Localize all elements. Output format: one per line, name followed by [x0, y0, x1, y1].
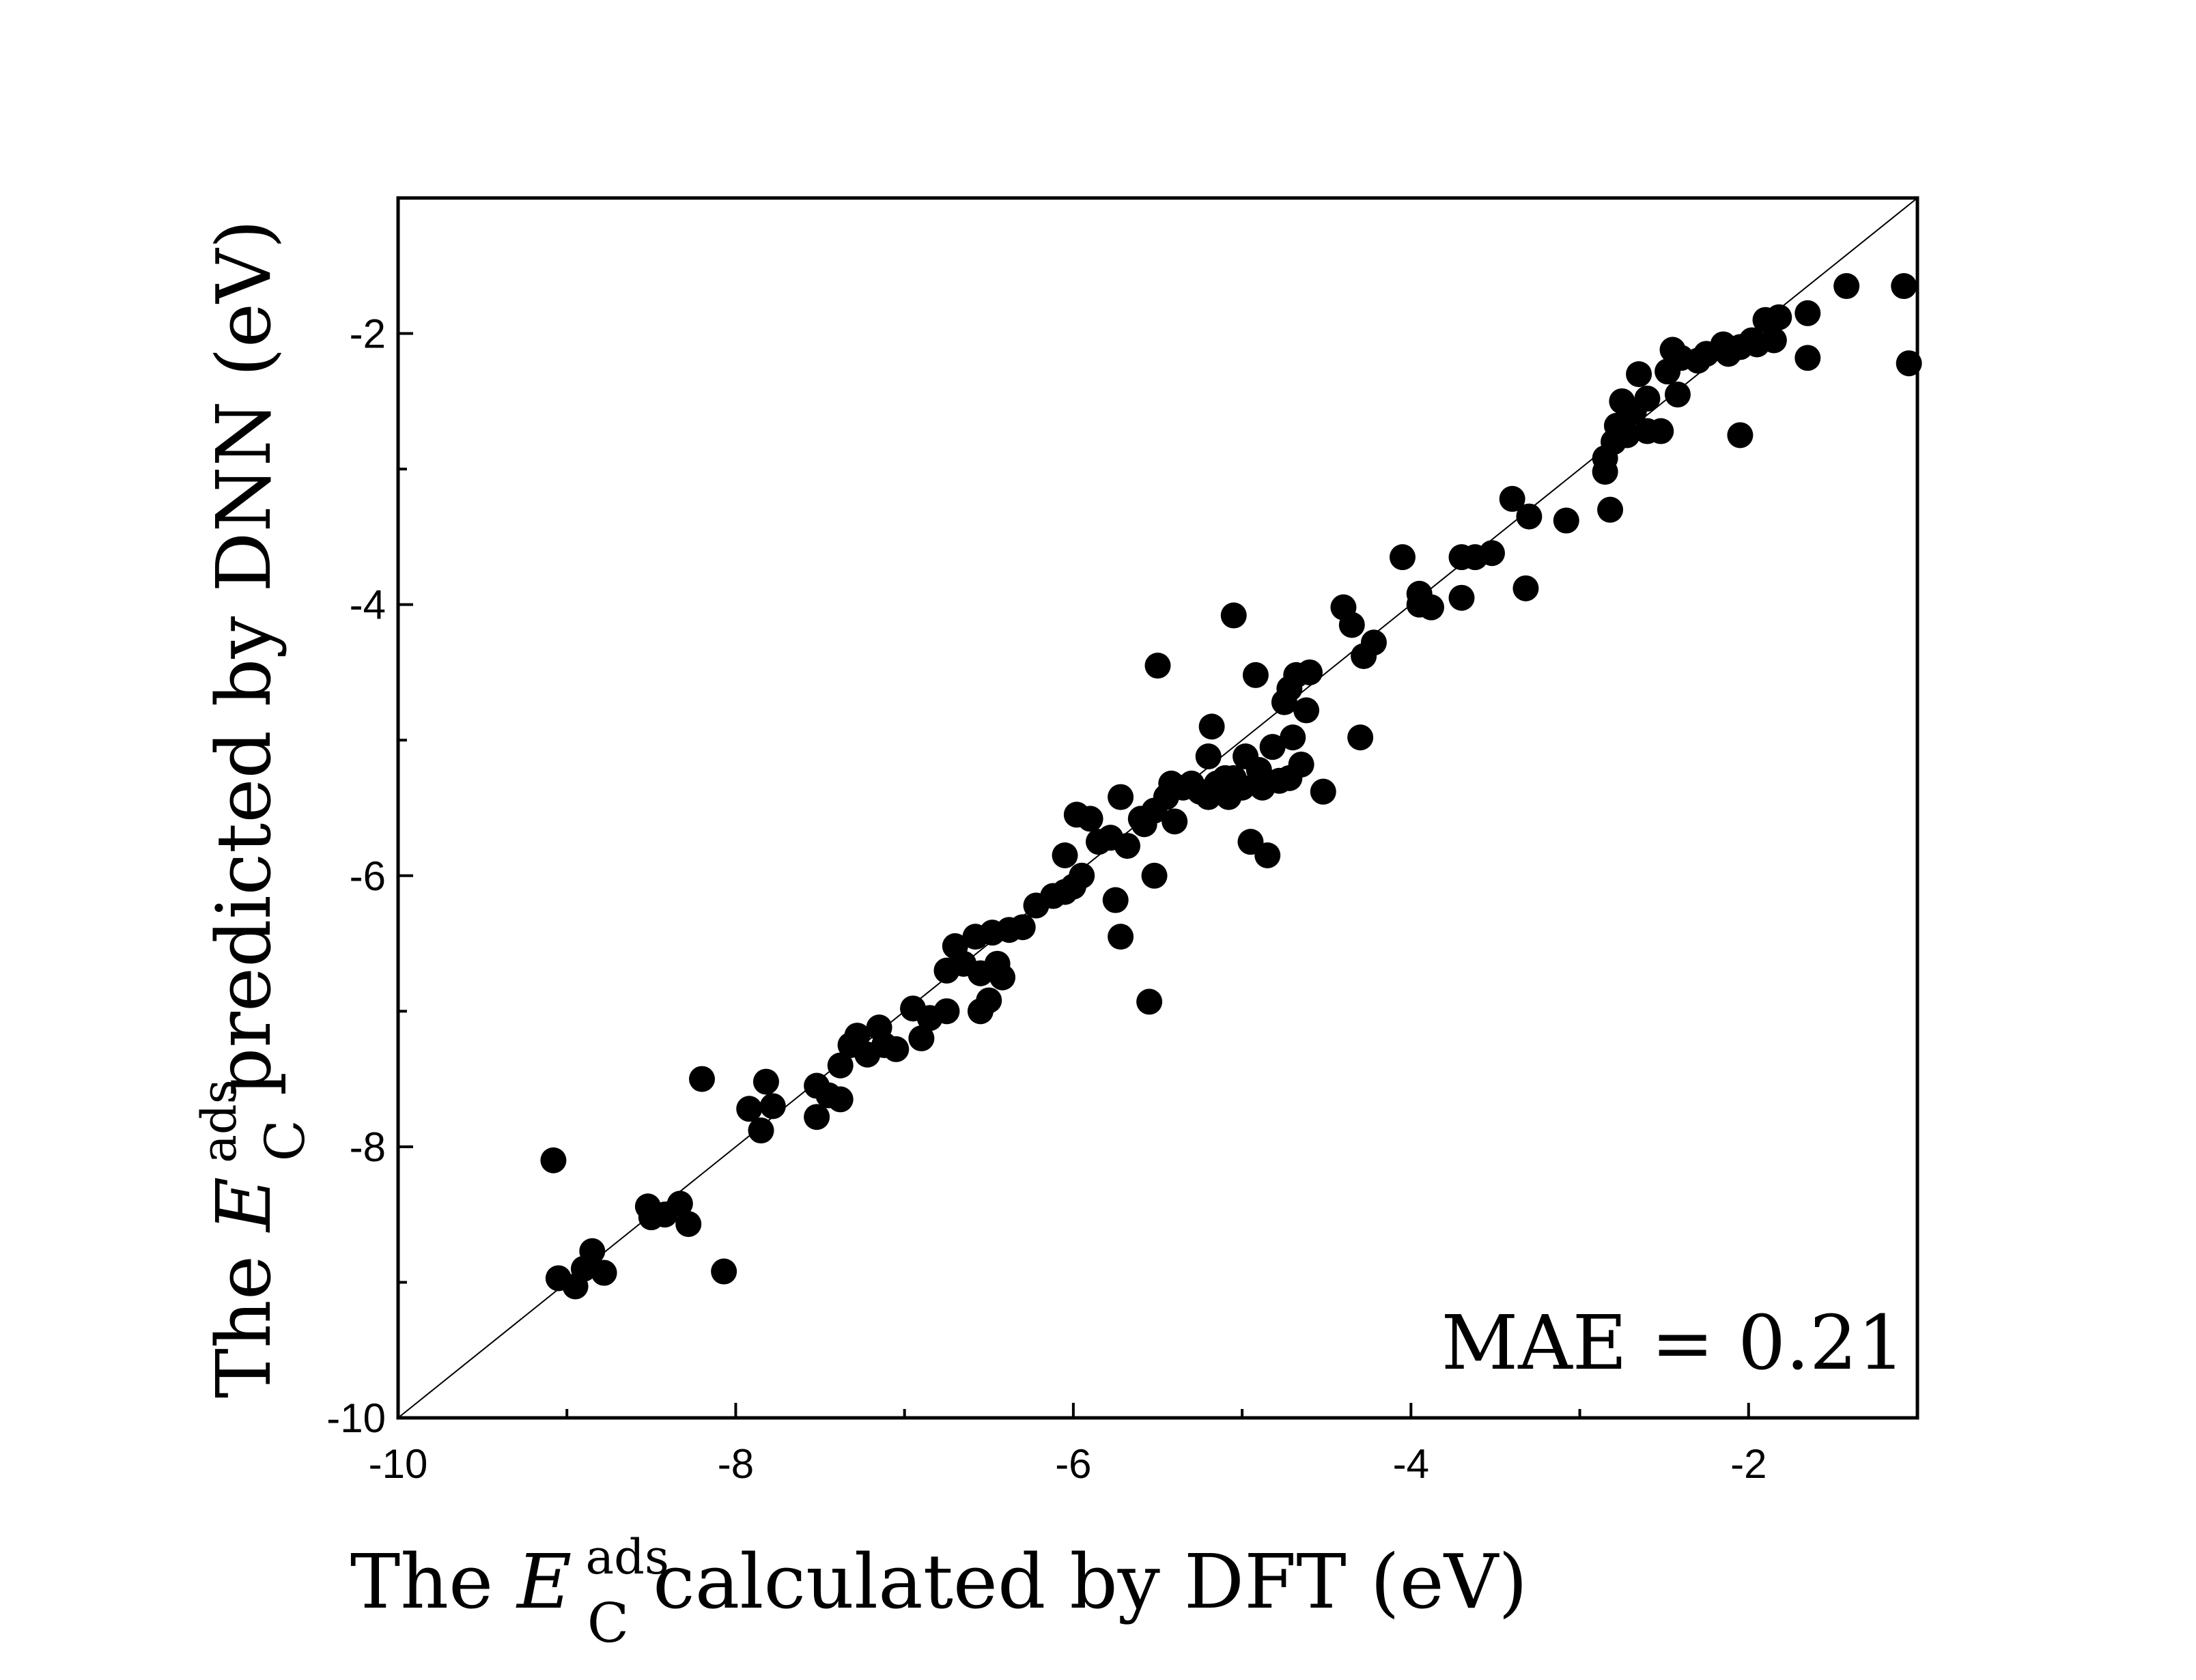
data-point	[1077, 806, 1103, 832]
data-point	[1360, 629, 1387, 656]
data-point	[1297, 659, 1323, 685]
y-axis-title-symbol: E	[200, 1177, 287, 1233]
data-point	[1760, 327, 1787, 354]
data-point	[1259, 734, 1286, 760]
data-point	[1242, 661, 1269, 688]
data-point	[1727, 422, 1754, 449]
data-point	[1288, 751, 1314, 778]
x-tick-label: -10	[369, 1441, 428, 1487]
data-point	[1069, 862, 1095, 889]
y-axis-title-superscript: ads	[191, 1079, 247, 1163]
data-point	[1664, 381, 1691, 408]
data-point	[1479, 540, 1505, 567]
y-axis-title-suffix: predicted by DNN (eV)	[200, 220, 287, 1120]
y-axis-title-prefix: The	[200, 1231, 287, 1398]
data-point	[827, 1086, 854, 1113]
data-point	[1614, 422, 1640, 449]
data-point	[933, 998, 960, 1025]
data-point	[752, 1068, 779, 1095]
data-point	[689, 1066, 715, 1092]
x-axis-title-subscript: C	[587, 1591, 629, 1655]
data-point	[976, 987, 1002, 1014]
data-point	[1389, 544, 1416, 571]
data-point	[1220, 602, 1247, 629]
x-axis-title-prefix: The	[350, 1538, 517, 1625]
data-point	[540, 1147, 567, 1173]
data-point	[1597, 496, 1624, 523]
data-point	[883, 1036, 910, 1062]
data-point	[804, 1104, 830, 1130]
data-point	[1891, 273, 1917, 300]
data-point	[1338, 612, 1365, 638]
data-point	[675, 1211, 702, 1238]
data-point	[1114, 833, 1140, 859]
data-point	[1794, 345, 1821, 371]
data-point	[1108, 924, 1134, 950]
x-tick-label: -2	[1730, 1441, 1766, 1487]
data-point	[1347, 724, 1374, 751]
data-point	[591, 1259, 617, 1286]
y-tick-label: -6	[350, 853, 386, 899]
x-axis-title-superscript: ads	[585, 1529, 668, 1585]
data-point	[1144, 653, 1171, 679]
y-tick-label: -10	[326, 1395, 386, 1441]
data-point	[1626, 361, 1652, 388]
data-point	[989, 964, 1016, 991]
y-tick-label: -8	[350, 1124, 386, 1170]
data-point	[1280, 724, 1306, 751]
data-point	[1418, 594, 1444, 621]
data-point	[1499, 485, 1525, 512]
data-points	[540, 273, 1922, 1300]
mae-annotation: MAE = 0.21	[1441, 1299, 1905, 1386]
data-point	[1136, 988, 1163, 1015]
y-axis-title: The Eads C predicted by DNN (eV)	[191, 220, 317, 1399]
data-point	[1293, 697, 1320, 724]
data-point	[711, 1258, 737, 1285]
data-point	[1516, 503, 1543, 530]
data-point	[1634, 385, 1661, 412]
data-point	[1833, 273, 1860, 300]
data-point	[1195, 743, 1222, 770]
data-point	[1766, 304, 1792, 330]
data-point	[1648, 418, 1674, 444]
data-point	[1794, 300, 1821, 326]
axis-ticks: -10 -8 -6 -4 -2 -10 -8 -6 -4 -2	[326, 197, 1919, 1487]
data-point	[759, 1093, 786, 1120]
y-axis-title-subscript: C	[253, 1120, 317, 1161]
data-point	[1141, 862, 1168, 889]
data-point	[1448, 584, 1475, 611]
data-point	[1229, 774, 1256, 801]
data-point	[1162, 808, 1188, 835]
x-tick-label: -6	[1055, 1441, 1091, 1487]
y-tick-label: -2	[350, 311, 386, 357]
data-point	[1102, 887, 1129, 913]
y-tick-label: -4	[350, 582, 386, 628]
x-axis-title-suffix: calculated by DFT (eV)	[629, 1538, 1528, 1625]
data-point	[1553, 507, 1579, 534]
data-point	[579, 1238, 606, 1264]
data-point	[1052, 842, 1078, 868]
x-axis-title-symbol: E	[516, 1538, 572, 1625]
data-point	[1198, 713, 1225, 740]
data-point	[908, 1025, 935, 1052]
data-point	[1512, 575, 1539, 601]
data-point	[666, 1191, 693, 1217]
data-point	[1896, 350, 1922, 377]
data-point	[844, 1023, 871, 1049]
data-point	[1009, 914, 1036, 941]
x-tick-label: -4	[1393, 1441, 1429, 1487]
data-point	[736, 1096, 763, 1122]
x-tick-label: -8	[718, 1441, 754, 1487]
data-point	[748, 1117, 774, 1144]
data-point	[1592, 459, 1618, 485]
data-point	[1310, 778, 1336, 805]
data-point	[827, 1052, 854, 1079]
data-point	[1108, 784, 1134, 810]
data-point	[1254, 842, 1281, 868]
plot-frame	[396, 196, 1919, 1420]
